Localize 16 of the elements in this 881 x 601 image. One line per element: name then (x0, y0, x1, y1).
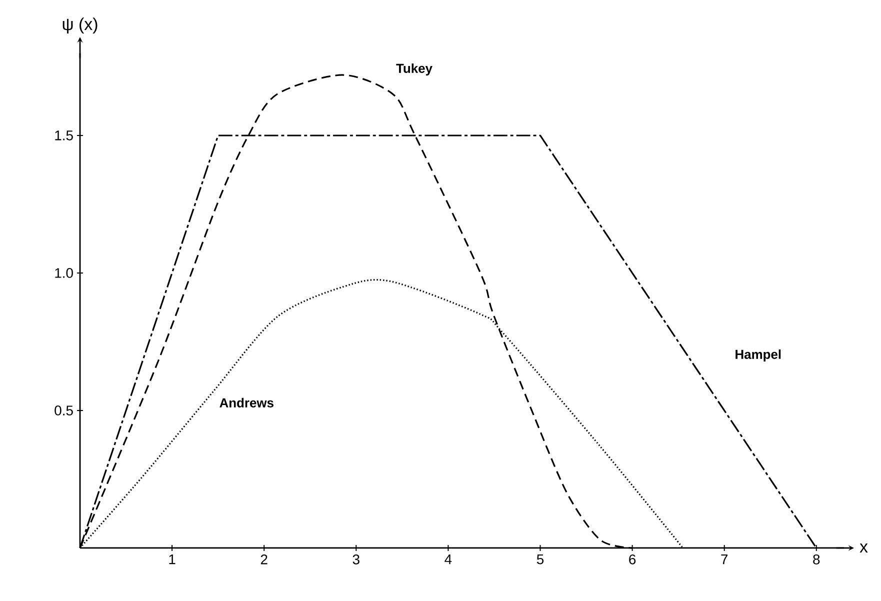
y-axis-title: ψ (x) (62, 18, 98, 34)
x-tick-label: 6 (629, 554, 636, 564)
x-axis-title: x (860, 544, 868, 552)
x-tick-label: 2 (260, 554, 268, 564)
y-tick-label: 1.0 (55, 268, 73, 278)
x-tick-label: 8 (813, 554, 820, 564)
x-tick-label: 5 (536, 554, 544, 564)
x-tick-label: 4 (444, 554, 452, 564)
series-label: Andrews (220, 398, 274, 408)
series-label: Tukey (396, 63, 432, 76)
x-tick-label: 7 (721, 554, 728, 564)
y-tick-label: 1.5 (55, 130, 73, 140)
text: Hampel (736, 349, 781, 362)
y-tick-label: 0.5 (54, 406, 73, 416)
x-tick-label: 1 (169, 554, 176, 564)
x-tick-label: 3 (352, 554, 360, 564)
